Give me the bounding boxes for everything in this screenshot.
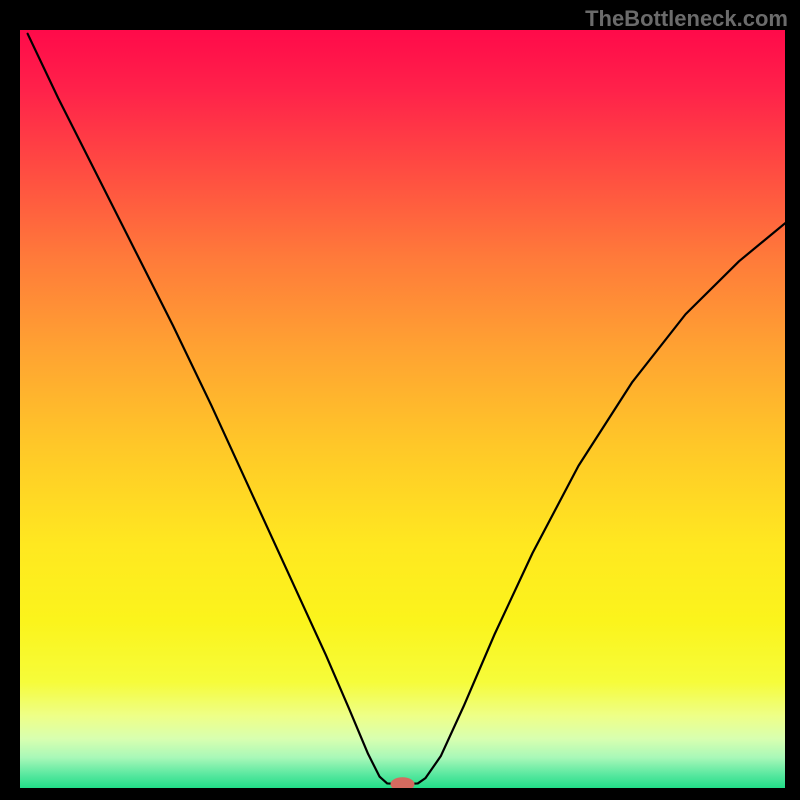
- minimum-marker: [391, 777, 415, 788]
- bottleneck-curve: [28, 34, 785, 784]
- plot-area: [20, 30, 785, 788]
- watermark-text: TheBottleneck.com: [585, 6, 788, 32]
- chart-container: TheBottleneck.com: [0, 0, 800, 800]
- curve-layer: [20, 30, 785, 788]
